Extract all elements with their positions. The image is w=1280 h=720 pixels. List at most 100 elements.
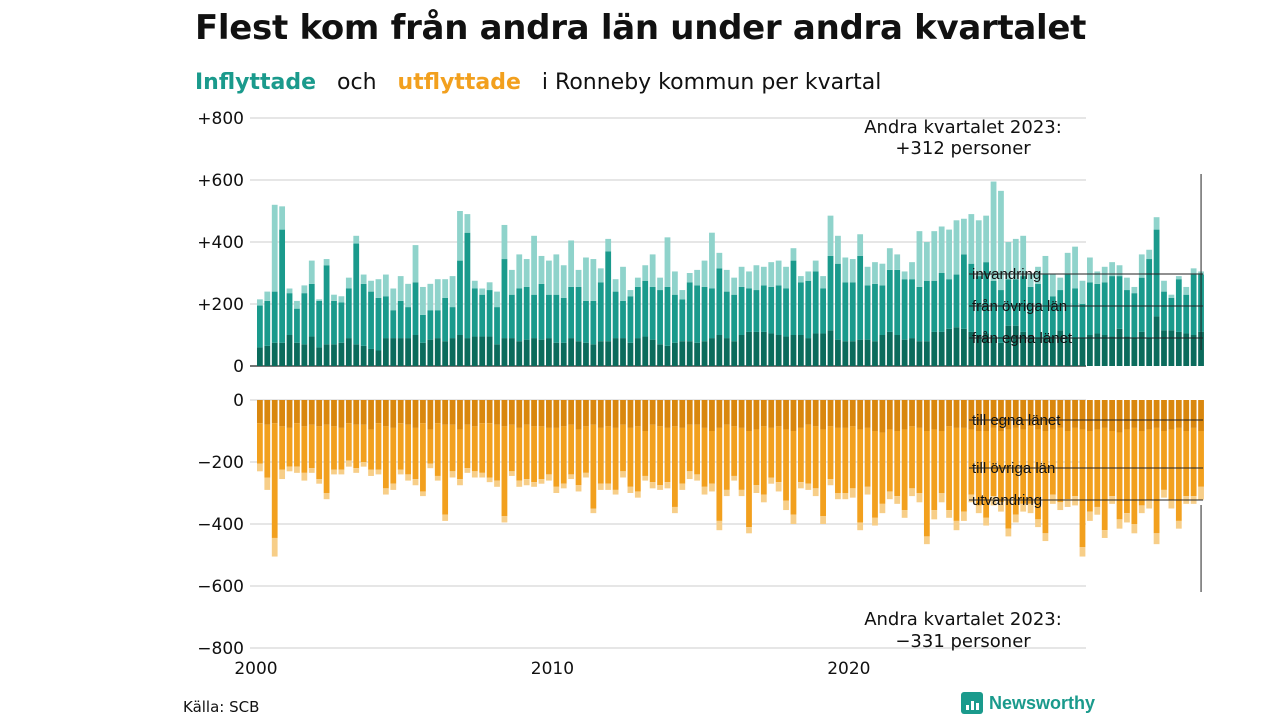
outflow-bar-segment xyxy=(657,400,663,427)
inflow-bar-segment xyxy=(1094,271,1101,284)
outflow-bar-segment xyxy=(983,400,990,431)
inflow-bar-segment xyxy=(864,266,871,286)
inflow-bar-segment xyxy=(1161,291,1167,331)
outflow-bar-segment xyxy=(694,424,701,475)
inflow-bar-segment xyxy=(768,286,775,334)
inflow-bar-segment xyxy=(546,294,552,339)
inflow-bar-segment xyxy=(642,265,649,281)
inflow-bar-segment xyxy=(442,341,449,366)
outflow-bar-segment xyxy=(434,400,441,424)
inflow-bar-segment xyxy=(1020,276,1027,332)
inflow-bar-segment xyxy=(1124,277,1130,291)
outflow-bar-segment xyxy=(1087,431,1093,512)
outflow-bar-segment xyxy=(449,471,456,478)
inflow-bar-segment xyxy=(1116,265,1123,277)
lower-annotation-line2: −331 personer xyxy=(895,631,1031,652)
inflow-bar-segment xyxy=(1131,338,1138,366)
outflow-bar-segment xyxy=(353,400,360,425)
inflow-bar-segment xyxy=(738,286,745,335)
inflow-bar-segment xyxy=(553,254,560,295)
inflow-bar-segment xyxy=(1109,262,1116,277)
inflow-bar-segment xyxy=(508,269,515,295)
inflow-bar-segment xyxy=(508,338,515,366)
inflow-bar-segment xyxy=(649,339,656,366)
outflow-bar-segment xyxy=(457,429,463,480)
inflow-bar-segment xyxy=(449,276,456,308)
subtitle-rest: i Ronneby kommun per kvartal xyxy=(541,70,882,95)
outflow-bar-segment xyxy=(1109,431,1116,497)
inflow-bar-segment xyxy=(264,291,271,301)
outflow-bar-segment xyxy=(1168,500,1175,509)
outflow-bar-segment xyxy=(264,400,271,425)
inflow-bar-segment xyxy=(916,231,923,287)
outflow-bar-segment xyxy=(1146,400,1153,430)
inflow-bar-segment xyxy=(538,283,545,340)
x-tick-label: 2020 xyxy=(827,659,870,679)
outflow-bar-segment xyxy=(923,400,930,431)
inflow-bar-segment xyxy=(790,260,797,335)
outflow-bar-segment xyxy=(494,400,500,425)
outflow-bar-segment xyxy=(746,400,752,431)
inflow-bar-segment xyxy=(420,286,426,315)
outflow-bar-segment xyxy=(583,472,589,478)
inflow-bar-segment xyxy=(634,286,641,339)
inflow-bar-segment xyxy=(264,345,271,366)
outflow-bar-segment xyxy=(605,426,612,484)
outflow-bar-segment xyxy=(486,477,493,483)
inflow-bar-segment xyxy=(716,268,723,335)
outflow-bar-segment xyxy=(294,423,300,467)
inflow-bar-segment xyxy=(916,286,923,342)
inflow-bar-segment xyxy=(1101,335,1108,366)
outflow-bar-segment xyxy=(264,424,271,478)
inflow-bar-segment xyxy=(701,260,708,287)
inflow-bar-segment xyxy=(583,342,589,366)
inflow-bar-segment xyxy=(368,291,374,349)
outflow-bar-segment xyxy=(486,400,493,424)
inflow-bar-segment xyxy=(1072,246,1078,289)
inflow-bar-segment xyxy=(316,300,323,348)
x-tick-label: 2010 xyxy=(531,659,574,679)
outflow-bar-segment xyxy=(1064,499,1071,507)
inflow-bar-segment xyxy=(1161,280,1167,292)
outflow-bar-segment xyxy=(1116,432,1123,520)
inflow-bar-segment xyxy=(538,339,545,366)
inflow-bar-segment xyxy=(516,254,523,289)
inflow-bar-segment xyxy=(975,335,982,366)
outflow-bar-segment xyxy=(375,469,382,475)
lower-y-tick-label: 0 xyxy=(233,391,244,411)
inflow-bar-segment xyxy=(783,336,789,366)
outflow-bar-segment xyxy=(1116,400,1123,433)
outflow-bar-segment xyxy=(294,400,300,424)
outflow-bar-segment xyxy=(746,527,752,534)
inflow-bar-segment xyxy=(457,211,463,261)
inflow-bar-segment xyxy=(1161,330,1167,366)
inflow-bar-segment xyxy=(597,282,604,342)
inflow-bar-segment xyxy=(827,255,834,331)
outflow-bar-segment xyxy=(1072,496,1078,506)
outflow-bar-segment xyxy=(523,400,530,425)
inflow-bar-segment xyxy=(390,288,397,311)
inflow-bar-segment xyxy=(257,347,263,366)
outflow-bar-segment xyxy=(672,400,678,427)
inflow-bar-segment xyxy=(1049,274,1056,297)
outflow-bar-segment xyxy=(308,468,315,473)
outflow-bar-segment xyxy=(916,400,923,428)
outflow-bar-segment xyxy=(634,400,641,427)
outflow-bar-segment xyxy=(672,506,678,514)
inflow-bar-segment xyxy=(1094,333,1101,366)
outflow-bar-segment xyxy=(271,400,278,424)
inflow-bar-segment xyxy=(983,215,990,263)
brand-name: Newsworthy xyxy=(989,692,1096,713)
inflow-bar-segment xyxy=(612,291,619,339)
inflow-bar-segment xyxy=(760,285,767,332)
inflow-bar-segment xyxy=(560,297,567,343)
inflow-bar-segment xyxy=(931,331,938,366)
outflow-bar-segment xyxy=(508,471,515,476)
outflow-bar-segment xyxy=(1079,400,1086,430)
outflow-bar-segment xyxy=(783,429,789,501)
outflow-bar-segment xyxy=(857,522,864,531)
inflow-bar-segment xyxy=(412,245,419,283)
inflow-bar-segment xyxy=(1168,330,1175,366)
outflow-bar-segment xyxy=(746,431,752,528)
